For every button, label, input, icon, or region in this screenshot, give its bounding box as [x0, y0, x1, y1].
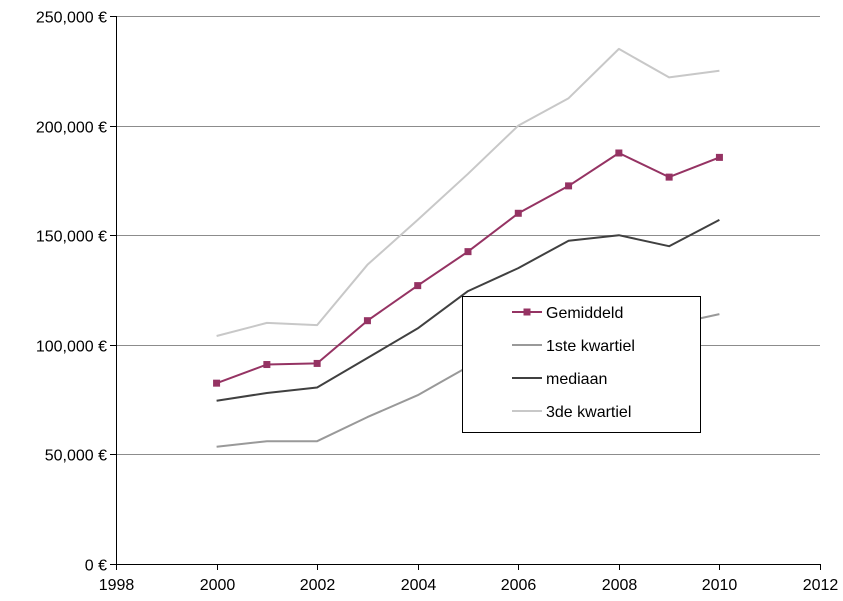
data-point-gemiddeld	[514, 209, 522, 217]
x-tick-label: 2000	[200, 577, 236, 594]
x-tick-label: 2006	[501, 577, 537, 594]
data-point-gemiddeld	[665, 173, 673, 181]
legend: Gemiddeld 1ste kwartiel mediaan 3de kwartie…	[462, 296, 701, 433]
legend-label-gemiddeld: Gemiddeld	[546, 305, 623, 322]
series-line-mediaan	[216, 219, 720, 402]
y-tick-label: 200,000 €	[36, 120, 107, 137]
y-tick-label: 100,000 €	[36, 339, 107, 356]
gridlines	[116, 16, 820, 455]
legend-marker-gemiddeld	[523, 308, 531, 316]
data-point-gemiddeld	[464, 248, 472, 256]
series-line-3de-kwartiel	[216, 47, 720, 337]
legend-label-1ste-kwartiel: 1ste kwartiel	[546, 338, 635, 355]
x-tick-label: 2010	[702, 577, 738, 594]
data-point-gemiddeld	[565, 182, 573, 190]
y-axis-tick-labels: 0 € 50,000 € 100,000 € 150,000 € 200,000 € 25…	[36, 10, 107, 575]
x-tick-label: 2008	[602, 577, 638, 594]
x-tick-label: 2012	[803, 577, 839, 594]
legend-label-mediaan: mediaan	[546, 371, 607, 388]
legend-label-3de-kwartiel: 3de kwartiel	[546, 404, 631, 421]
data-point-gemiddeld	[414, 282, 422, 290]
y-tick-label: 150,000 €	[36, 229, 107, 246]
data-point-gemiddeld	[615, 149, 623, 157]
x-tick-label: 2004	[401, 577, 437, 594]
x-tick-label: 1998	[99, 577, 135, 594]
data-point-gemiddeld	[313, 359, 321, 367]
data-point-gemiddeld	[263, 361, 271, 369]
legend-box	[462, 296, 701, 433]
x-tick-label: 2002	[300, 577, 336, 594]
x-axis-tick-labels: 1998 2000 2002 2004 2006 2008 2010 2012	[99, 577, 839, 594]
axes	[110, 16, 821, 570]
y-tick-label: 0 €	[85, 558, 107, 575]
y-tick-label: 50,000 €	[45, 448, 107, 465]
data-point-gemiddeld	[715, 153, 723, 161]
data-point-gemiddeld	[363, 317, 371, 325]
y-tick-label: 250,000 €	[36, 10, 107, 27]
data-point-gemiddeld	[213, 379, 221, 387]
